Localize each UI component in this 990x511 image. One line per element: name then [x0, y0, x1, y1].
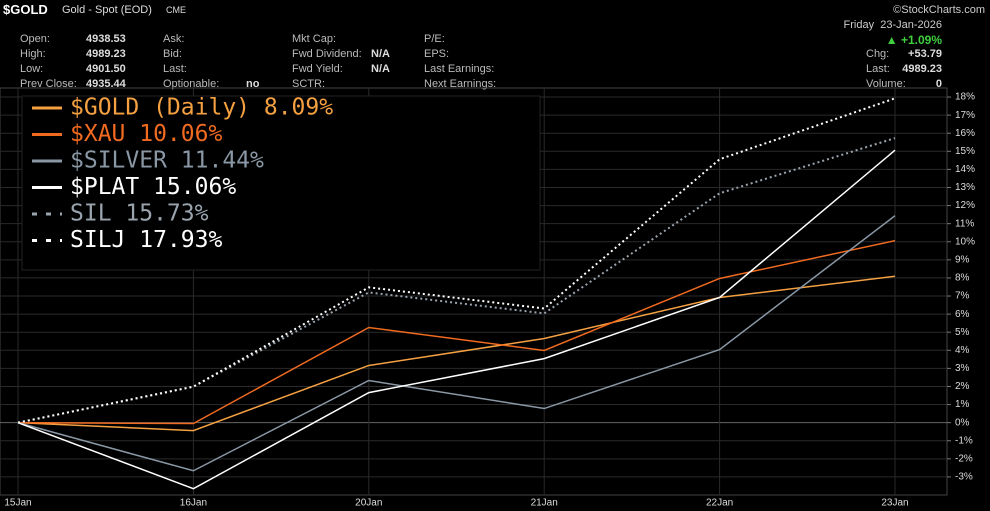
field-value: 4935.44: [86, 78, 126, 90]
field-value: N/A: [371, 63, 390, 75]
legend-label: SILJ 17.93%: [70, 227, 222, 253]
field-label: Fwd Dividend:: [292, 48, 362, 60]
field-value: 0: [935, 78, 942, 90]
field-label: SCTR:: [292, 78, 325, 90]
legend-label: $GOLD (Daily) 8.09%: [70, 95, 333, 121]
y-tick-label: 3%: [955, 363, 970, 374]
field-label: Volume:: [866, 78, 906, 90]
date: Friday 23-Jan-2026: [843, 19, 942, 31]
y-tick-label: 12%: [955, 200, 975, 211]
change-pct: ▲ +1.09%: [885, 33, 942, 47]
field-label: Prev Close:: [20, 78, 77, 90]
x-tick-label: 20Jan: [355, 498, 382, 509]
watermark: ©StockCharts.com: [893, 4, 985, 16]
plot-frame: [0, 87, 948, 496]
field-value: 4938.53: [86, 33, 126, 45]
field-label: Last Earnings:: [424, 63, 495, 75]
y-tick-label: 1%: [955, 399, 970, 410]
instrument-name: Gold - Spot (EOD): [62, 4, 152, 16]
field-label: Last:: [163, 63, 187, 75]
series-line: [17, 137, 896, 424]
legend-label: $SILVER 11.44%: [70, 148, 264, 174]
legend-label: $XAU 10.06%: [70, 121, 222, 147]
legend-label: $PLAT 15.06%: [70, 174, 236, 200]
y-tick-label: 14%: [955, 164, 975, 175]
field-label: Ask:: [163, 33, 185, 45]
y-tick-label: 18%: [955, 92, 975, 103]
y-tick-label: 9%: [955, 254, 970, 265]
field-label: Open:: [20, 33, 50, 45]
field-label: Bid:: [163, 48, 182, 60]
y-tick-label: 6%: [955, 309, 970, 320]
field-value: no: [246, 78, 260, 90]
y-tick-label: 15%: [955, 146, 975, 157]
field-label: P/E:: [424, 33, 445, 45]
y-tick-label: 13%: [955, 182, 975, 193]
series-line: [17, 149, 896, 490]
y-tick-label: 4%: [955, 345, 970, 356]
y-tick-label: 11%: [955, 218, 974, 229]
legend-box: [21, 95, 541, 271]
exchange: CME: [166, 5, 186, 15]
x-tick-label: 23Jan: [881, 498, 908, 509]
y-tick-label: 2%: [955, 381, 970, 392]
field-label: High:: [20, 48, 46, 60]
symbol: $GOLD: [3, 2, 48, 17]
field-value: +53.79: [908, 48, 942, 60]
field-label: Next Earnings:: [424, 78, 497, 90]
series-line: [17, 275, 896, 432]
y-tick-label: 16%: [955, 128, 975, 139]
field-label: Fwd Yield:: [292, 63, 343, 75]
field-label: Optionable:: [163, 78, 220, 90]
y-tick-label: 17%: [955, 110, 975, 121]
x-tick-label: 22Jan: [706, 498, 733, 509]
field-value: 4989.23: [902, 63, 942, 75]
x-tick-label: 21Jan: [531, 498, 558, 509]
y-tick-label: 5%: [955, 327, 970, 338]
field-value: 4989.23: [86, 48, 126, 60]
y-tick-label: -2%: [955, 453, 973, 464]
field-label: Low:: [20, 63, 44, 75]
legend-label: SIL 15.73%: [70, 201, 209, 227]
field-label: Chg:: [866, 48, 890, 60]
y-tick-label: 7%: [955, 291, 970, 302]
series-line: [17, 215, 896, 472]
y-tick-label: -3%: [955, 472, 973, 483]
field-label: Last:: [866, 63, 890, 75]
field-label: Mkt Cap:: [292, 33, 337, 45]
y-tick-label: 0%: [955, 417, 970, 428]
field-label: EPS:: [424, 48, 450, 60]
y-tick-label: 10%: [955, 236, 975, 247]
y-tick-label: 8%: [955, 273, 970, 284]
field-value: 4901.50: [86, 63, 126, 75]
x-tick-label: 15Jan: [4, 498, 31, 509]
y-tick-label: -1%: [955, 435, 973, 446]
x-tick-label: 16Jan: [180, 498, 207, 509]
field-value: N/A: [371, 48, 390, 60]
